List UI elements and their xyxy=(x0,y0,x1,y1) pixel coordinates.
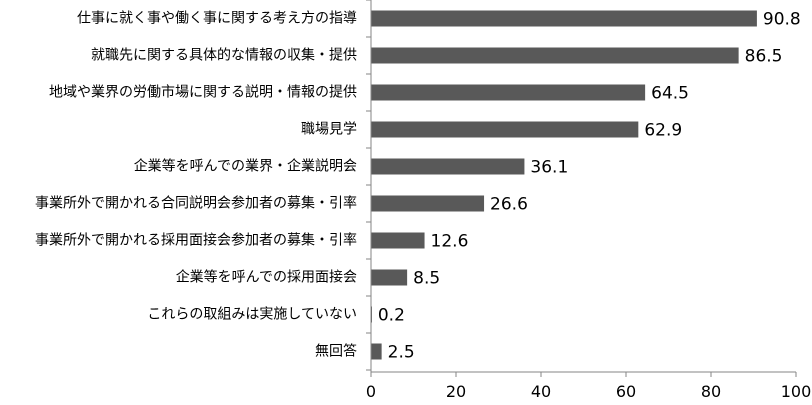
x-tick-label: 60 xyxy=(616,382,636,401)
category-label: 無回答 xyxy=(315,343,357,360)
category-label: 事業所外で開かれる採用面接会参加者の募集・引率 xyxy=(35,232,357,249)
category-labels: 仕事に就く事や働く事に関する考え方の指導就職先に関する具体的な情報の収集・提供地… xyxy=(35,11,357,360)
category-label: 仕事に就く事や働く事に関する考え方の指導 xyxy=(77,11,357,27)
bar xyxy=(371,47,739,64)
value-label: 86.5 xyxy=(745,47,783,67)
category-label: 事業所外で開かれる合同説明会参加者の募集・引率 xyxy=(35,195,357,212)
value-label: 26.6 xyxy=(490,195,528,215)
bars-layer xyxy=(371,10,757,360)
bar xyxy=(371,195,485,212)
bar xyxy=(371,269,408,286)
value-label: 0.2 xyxy=(378,306,405,326)
x-tick-label: 0 xyxy=(366,382,376,401)
x-tick-label: 80 xyxy=(701,382,721,401)
value-label: 12.6 xyxy=(431,232,469,252)
x-axis: 0 20 40 60 80 100 xyxy=(366,0,811,401)
bar xyxy=(371,158,525,175)
value-label: 2.5 xyxy=(388,343,415,363)
bar xyxy=(371,232,425,249)
value-label: 62.9 xyxy=(644,121,682,141)
value-label: 64.5 xyxy=(651,84,689,104)
bar xyxy=(371,121,639,138)
value-label: 36.1 xyxy=(530,158,568,178)
category-label: これらの取組みは実施していない xyxy=(147,307,357,323)
bar xyxy=(371,10,757,27)
bar xyxy=(371,84,646,101)
category-label: 地域や業界の労働市場に関する説明・情報の提供 xyxy=(49,84,357,101)
value-labels: 90.8 86.5 64.5 62.9 36.126.6 12.6 8.5 0.2 2.5 xyxy=(378,10,801,363)
category-label: 企業等を呼んでの業界・企業説明会 xyxy=(134,158,357,175)
category-label: 企業等を呼んでの採用面接会 xyxy=(176,269,357,286)
bar xyxy=(371,343,382,360)
value-label: 90.8 xyxy=(763,10,801,30)
x-tick-label: 20 xyxy=(446,382,466,401)
category-label: 職場見学 xyxy=(301,122,357,138)
value-label: 8.5 xyxy=(413,269,440,289)
x-tick-label: 100 xyxy=(781,382,812,401)
x-tick-label: 40 xyxy=(531,382,551,401)
category-label: 就職先に関する具体的な情報の収集・提供 xyxy=(91,47,357,64)
